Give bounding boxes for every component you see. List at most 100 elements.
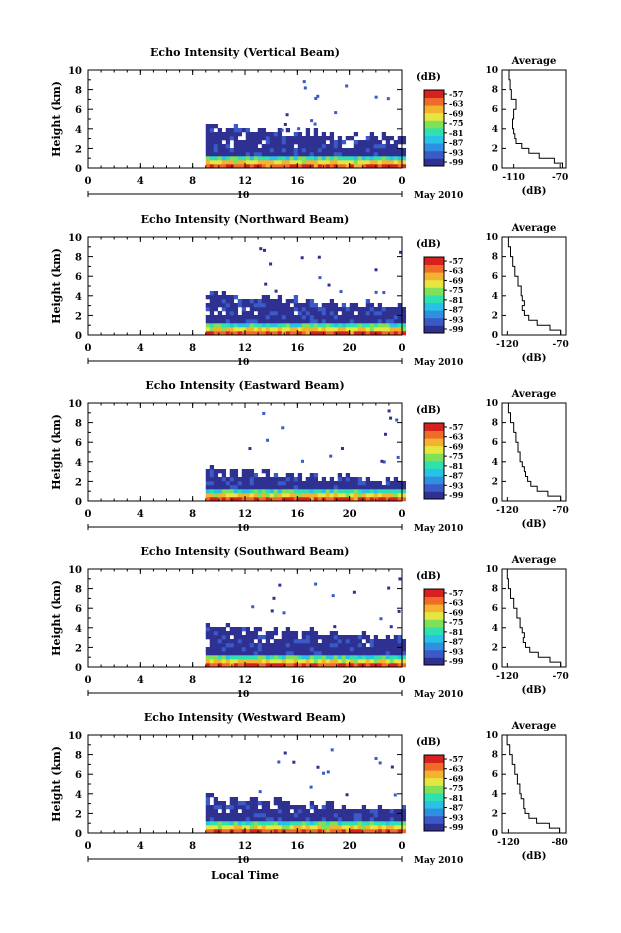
heatmap-cell [241, 477, 247, 482]
heatmap-cell [277, 659, 283, 664]
heatmap-cell [213, 148, 219, 153]
heatmap-cell [217, 136, 223, 141]
heatmap-cell [285, 164, 291, 169]
average-y-tick-label: 4 [492, 790, 498, 800]
heatmap-cell [273, 817, 279, 822]
heatmap-cell [389, 315, 395, 320]
heatmap-cell [373, 639, 379, 644]
heatmap-cell [217, 635, 223, 640]
heatmap-cell [305, 156, 311, 161]
colorbar-swatch [424, 468, 444, 477]
heatmap-cell [381, 639, 387, 644]
heatmap-cell [265, 631, 271, 636]
heatmap-cell [289, 817, 295, 822]
average-x-label: (dB) [522, 519, 547, 530]
heatmap-cell [313, 805, 319, 810]
heatmap-cell [213, 319, 219, 324]
average-y-tick-label: 2 [492, 311, 498, 321]
heatmap-cell [293, 132, 299, 137]
heatmap-cell [317, 663, 323, 668]
heatmap-cell [333, 489, 339, 494]
heatmap-cell [209, 631, 215, 636]
heatmap-cell [269, 156, 275, 161]
colorbar-tick-label: -63 [449, 266, 464, 276]
heatmap-cell [401, 327, 407, 332]
heatmap-cell [241, 651, 247, 656]
heatmap-cell [269, 659, 275, 664]
heatmap-cell [361, 651, 367, 656]
heatmap-cell [245, 331, 251, 336]
heatmap-cell [289, 152, 295, 157]
heatmap-cell [217, 485, 223, 490]
heatmap-cell [381, 152, 387, 157]
colorbar-swatch [424, 634, 444, 643]
colorbar-tick-label: -57 [449, 256, 463, 266]
colorbar-frame [423, 754, 445, 832]
heatmap-cell [289, 655, 295, 660]
heatmap-cell [253, 148, 259, 153]
heatmap-cell [397, 643, 403, 648]
heatmap-cell [381, 655, 387, 660]
heatmap-cell [317, 152, 323, 157]
heatmap-cell [261, 299, 267, 304]
heatmap-cell [209, 825, 215, 830]
heatmap-cell [313, 156, 319, 161]
heatmap-cell [261, 469, 267, 474]
heatmap-cell [209, 303, 215, 308]
heatmap-cell [381, 160, 387, 165]
heatmap-cell [293, 813, 299, 818]
heatmap-cell [341, 809, 347, 814]
heatmap-cell [281, 426, 285, 430]
heatmap-cell [325, 481, 331, 486]
heatmap-cell [229, 631, 235, 636]
heatmap-cell [309, 327, 315, 332]
heatmap-cell [309, 497, 315, 502]
average-y-tick-label: 10 [485, 66, 498, 76]
heatmap-cell [253, 136, 259, 141]
heatmap-cell [285, 813, 291, 818]
heatmap-cell [285, 473, 291, 478]
heatmap-cell [365, 655, 371, 660]
heatmap-cell [373, 651, 379, 656]
heatmap-cell [289, 319, 295, 324]
heatmap-cell [205, 663, 211, 668]
heatmap-cell [233, 136, 239, 141]
colorbar-unit: (dB) [416, 737, 441, 748]
heatmap-cell [213, 144, 219, 149]
heatmap-cell [229, 817, 235, 822]
heatmap-cell [273, 303, 279, 308]
y-tick-label: 6 [75, 272, 82, 283]
y-tick-label: 2 [75, 809, 82, 820]
heatmap-cell [265, 327, 271, 332]
heatmap-cell [377, 481, 383, 486]
heatmap-cell [205, 136, 211, 141]
heatmap-cell [361, 164, 367, 169]
heatmap-cell [341, 331, 347, 336]
heatmap-cell [369, 160, 375, 165]
heatmap-cell [269, 477, 275, 482]
heatmap-cell [270, 609, 274, 613]
heatmap-cell [377, 493, 383, 498]
heatmap-cell [293, 485, 299, 490]
heatmap-cell [209, 160, 215, 165]
heatmap-cell [365, 485, 371, 490]
heatmap-cell [309, 148, 315, 153]
heatmap-cell [345, 136, 351, 141]
heatmap-cell [333, 481, 339, 486]
heatmap-cell [277, 136, 283, 141]
heatmap-cell [221, 659, 227, 664]
heatmap-cell [213, 291, 219, 296]
heatmap-cell [373, 152, 379, 157]
heatmap-cell [369, 323, 375, 328]
heatmap-cell [245, 303, 251, 308]
heatmap-cell [329, 497, 335, 502]
heatmap-cell [225, 327, 231, 332]
heatmap-cell [325, 655, 331, 660]
heatmap-cell [297, 311, 303, 316]
heatmap-cell [209, 639, 215, 644]
heatmap-cell [249, 643, 255, 648]
heatmap-cell [361, 829, 367, 834]
heatmap-cell [329, 140, 335, 145]
heatmap-cell [373, 809, 379, 814]
heatmap-cell [245, 805, 251, 810]
